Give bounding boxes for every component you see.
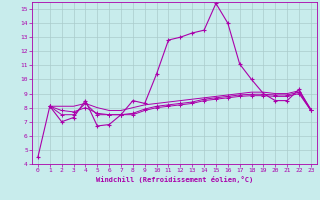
X-axis label: Windchill (Refroidissement éolien,°C): Windchill (Refroidissement éolien,°C) [96, 176, 253, 183]
